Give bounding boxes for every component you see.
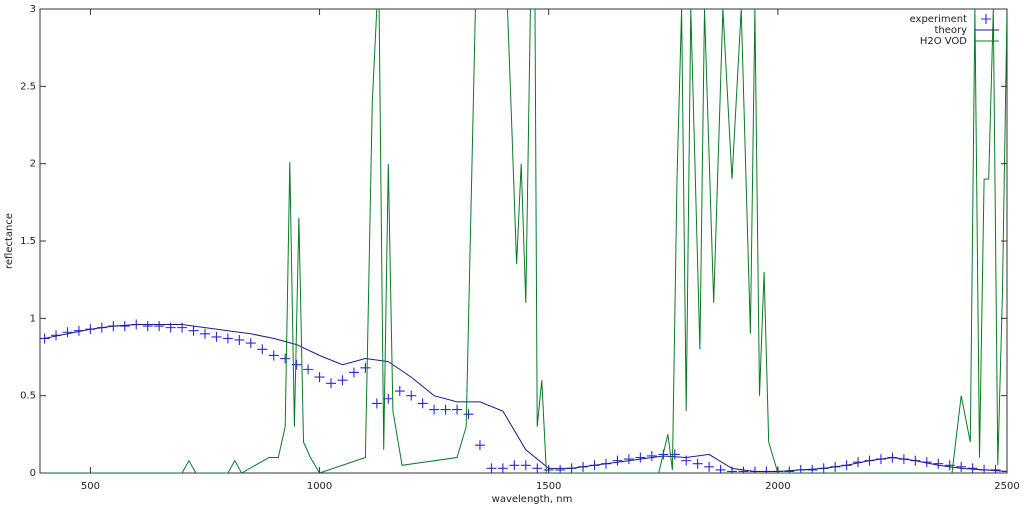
x-axis-label: wavelength, nm xyxy=(492,494,573,505)
data-point xyxy=(257,344,268,355)
data-point xyxy=(417,398,428,409)
data-point xyxy=(188,325,199,336)
series-line xyxy=(44,324,1007,472)
y-tick-label: 1.5 xyxy=(20,236,36,247)
legend-label: experiment xyxy=(910,14,968,25)
data-point xyxy=(956,461,967,472)
data-point xyxy=(142,321,153,332)
data-point xyxy=(807,464,818,473)
data-point xyxy=(268,350,279,361)
data-point xyxy=(429,404,440,415)
data-point xyxy=(532,463,543,473)
data-point xyxy=(704,461,715,472)
x-tick-label: 1500 xyxy=(536,481,561,492)
data-point xyxy=(394,386,405,397)
data-point xyxy=(692,458,703,469)
data-point xyxy=(555,464,566,473)
legend-label: H2O VOD xyxy=(920,36,967,47)
series-line xyxy=(44,9,1007,473)
data-point xyxy=(715,464,726,473)
data-point xyxy=(440,404,451,415)
data-point xyxy=(509,460,520,471)
data-point xyxy=(486,463,497,473)
y-tick-label: 2.5 xyxy=(20,81,36,92)
data-point xyxy=(40,333,50,344)
data-point xyxy=(360,362,371,373)
data-point xyxy=(245,338,256,349)
data-point xyxy=(738,466,749,473)
data-point xyxy=(371,398,382,409)
data-point xyxy=(326,378,337,389)
data-point xyxy=(612,455,623,466)
data-point xyxy=(520,460,531,471)
data-point xyxy=(967,463,978,473)
x-tick-label: 2500 xyxy=(994,481,1019,492)
data-point xyxy=(990,464,1001,473)
data-point xyxy=(199,328,210,339)
data-point xyxy=(280,353,291,364)
data-point xyxy=(119,321,130,332)
y-tick-label: 0.5 xyxy=(20,391,36,402)
y-tick-label: 0 xyxy=(30,468,36,479)
data-point xyxy=(669,449,680,460)
data-point xyxy=(337,375,348,386)
data-point xyxy=(463,409,474,420)
data-point xyxy=(154,321,165,332)
legend-marker xyxy=(981,14,991,24)
data-point xyxy=(933,458,944,469)
data-point xyxy=(348,367,359,378)
x-tick-label: 1000 xyxy=(307,481,332,492)
legend-label: theory xyxy=(934,25,967,36)
y-tick-label: 3 xyxy=(30,4,36,15)
y-axis-label: reflectance xyxy=(4,213,15,269)
data-point xyxy=(497,463,508,473)
data-point xyxy=(314,372,325,383)
x-tick-label: 500 xyxy=(81,481,100,492)
y-tick-label: 2 xyxy=(30,159,36,170)
data-point xyxy=(646,450,657,461)
data-point xyxy=(234,334,245,345)
data-point xyxy=(635,452,646,463)
data-point xyxy=(62,327,73,338)
plot-area xyxy=(40,9,1007,473)
data-point xyxy=(623,454,634,465)
x-tick-label: 2000 xyxy=(765,481,790,492)
data-point xyxy=(406,390,417,401)
y-tick-label: 1 xyxy=(30,313,36,324)
data-point xyxy=(222,333,233,344)
data-point xyxy=(784,466,795,473)
data-point xyxy=(303,364,314,375)
data-point xyxy=(474,440,485,451)
data-point xyxy=(211,331,222,342)
data-point xyxy=(452,404,463,415)
